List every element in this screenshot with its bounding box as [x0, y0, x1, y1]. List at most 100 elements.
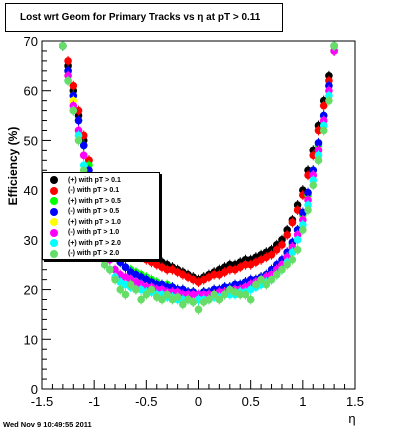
data-point — [283, 231, 291, 239]
legend-label: (-) with pT > 2.0 — [68, 250, 120, 258]
data-point — [272, 246, 281, 254]
series-3 — [59, 40, 338, 300]
data-point — [64, 76, 72, 85]
data-point — [267, 275, 276, 284]
legend-marker — [50, 228, 58, 237]
data-point — [288, 218, 297, 227]
legend-marker — [50, 218, 58, 227]
legend-label: (+) with pT > 0.1 — [68, 176, 121, 184]
data-point — [220, 290, 229, 299]
data-point — [173, 293, 182, 301]
data-point — [299, 226, 307, 234]
y-tick-label: 60 — [24, 84, 38, 99]
data-point — [252, 280, 260, 289]
x-tick-label: 1.5 — [346, 394, 364, 409]
data-point — [314, 126, 323, 135]
legend-label: (+) with pT > 0.5 — [68, 197, 121, 205]
data-point — [74, 116, 83, 125]
data-point — [241, 260, 250, 269]
data-point — [267, 250, 276, 259]
legend-entry: (+) with pT > 0.1 — [47, 175, 155, 186]
legend-label: (-) with pT > 0.1 — [68, 187, 120, 195]
data-point — [309, 181, 318, 189]
series-6 — [59, 40, 338, 300]
legend: (+) with pT > 0.1 (-) with pT > 0.1 (+) wi… — [42, 172, 160, 260]
data-point — [64, 57, 72, 65]
x-tick-label: 0.5 — [242, 394, 260, 409]
legend-entry: (+) with pT > 1.0 — [47, 217, 155, 228]
x-axis-label: η — [348, 411, 355, 426]
data-point — [126, 280, 135, 289]
legend-label: (+) with pT > 1.0 — [68, 218, 121, 226]
y-tick-label: 10 — [24, 332, 38, 347]
data-point — [293, 236, 302, 244]
data-point — [163, 265, 171, 274]
data-point — [137, 295, 145, 304]
legend-marker — [50, 207, 58, 216]
data-point — [226, 265, 234, 274]
data-point — [304, 188, 312, 197]
data-point — [163, 290, 171, 299]
data-point — [79, 151, 88, 160]
data-point — [257, 275, 265, 284]
y-tick-label: 20 — [24, 283, 38, 298]
data-point — [147, 285, 156, 294]
data-point — [79, 141, 88, 150]
data-point — [111, 265, 119, 274]
data-point — [283, 260, 291, 269]
legend-entry: (+) with pT > 0.5 — [47, 196, 155, 207]
data-point — [246, 295, 255, 304]
data-point — [325, 96, 333, 105]
data-point — [132, 285, 140, 294]
data-point — [116, 258, 125, 267]
legend-label: (+) with pT > 2.0 — [68, 239, 121, 247]
y-tick-label: 70 — [24, 34, 38, 49]
legend-marker — [50, 176, 58, 185]
data-point — [205, 295, 213, 304]
legend-entry: (-) with pT > 1.0 — [47, 228, 155, 239]
data-point — [278, 265, 286, 274]
legend-entry: (+) with pT > 2.0 — [47, 238, 155, 249]
legend-marker — [50, 186, 58, 195]
data-point — [194, 305, 203, 314]
data-point — [210, 270, 218, 279]
y-tick-label: 0 — [31, 382, 38, 397]
data-point — [262, 280, 271, 289]
legend-entry: (-) with pT > 2.0 — [47, 249, 155, 260]
y-tick-label: 50 — [24, 133, 38, 148]
data-point — [69, 106, 78, 115]
data-point — [59, 42, 67, 50]
legend-entry: (-) with pT > 0.1 — [47, 186, 155, 197]
data-point — [142, 290, 151, 299]
x-tick-label: 1 — [299, 394, 306, 409]
legend-entry: (-) with pT > 0.5 — [47, 207, 155, 218]
legend-label: (-) with pT > 1.0 — [68, 229, 120, 237]
legend-marker — [50, 249, 58, 258]
data-point — [74, 106, 83, 115]
data-point — [116, 285, 125, 294]
data-point — [288, 255, 297, 264]
data-point — [100, 260, 109, 269]
y-axis-label: Efficiency (%) — [6, 127, 20, 206]
series-8 — [59, 40, 338, 315]
legend-marker — [50, 239, 58, 248]
data-point — [179, 300, 187, 309]
chart-title: Lost wrt Geom for Primary Tracks vs η at… — [5, 3, 283, 32]
data-point — [158, 295, 166, 304]
legend-marker — [50, 197, 58, 206]
data-point — [330, 42, 338, 50]
data-point — [111, 275, 119, 284]
legend-label: (-) with pT > 0.5 — [68, 208, 120, 216]
data-point — [189, 290, 198, 299]
data-point — [272, 270, 281, 279]
data-point — [319, 126, 328, 135]
x-tick-label: 0 — [195, 394, 202, 409]
data-point — [236, 290, 245, 299]
data-point — [293, 246, 302, 254]
data-point — [304, 171, 312, 180]
x-tick-label: -1 — [88, 394, 100, 409]
x-tick-label: -0.5 — [135, 394, 157, 409]
series-4 — [59, 40, 338, 300]
data-point — [79, 131, 88, 140]
data-point — [241, 290, 250, 299]
